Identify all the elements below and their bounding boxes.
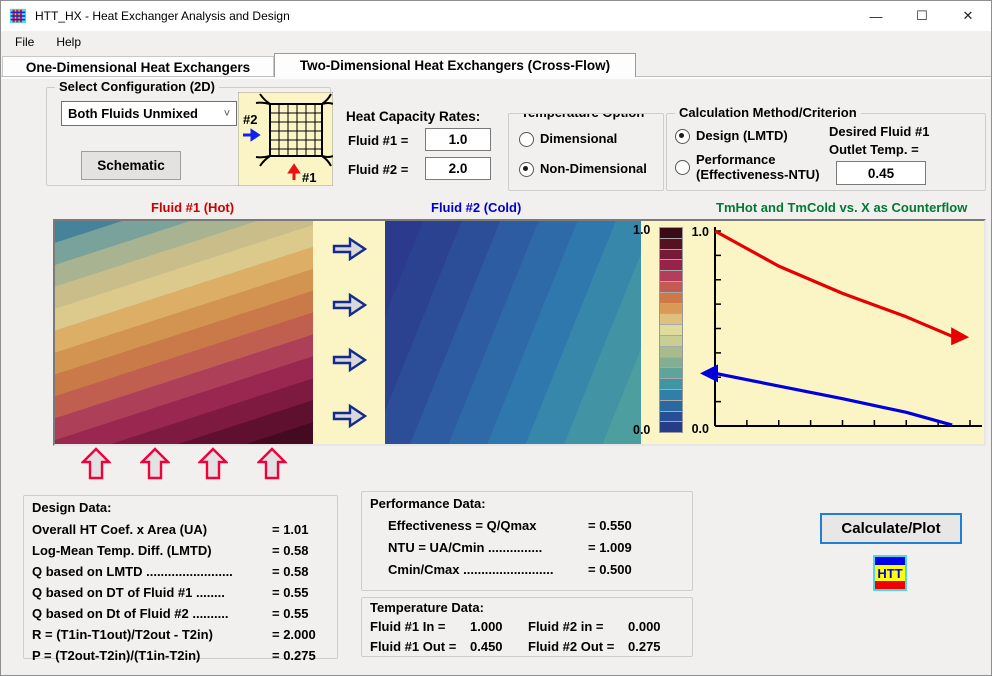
tabstrip: One-Dimensional Heat Exchangers Two-Dime… [1, 53, 991, 77]
maximize-button[interactable]: ☐ [916, 8, 928, 23]
performance-data-row: Effectiveness = Q/Qmax = 0.550 [388, 518, 632, 533]
fluid1-rate-label: Fluid #1 = [348, 133, 409, 148]
app-icon [9, 8, 27, 24]
schematic-grid-vlines [278, 104, 316, 156]
design-data-title: Design Data: [32, 500, 112, 515]
titlebar: HTT_HX - Heat Exchanger Analysis and Des… [1, 1, 991, 31]
radio-design-lmtd-label: Design (LMTD) [696, 128, 788, 143]
close-button[interactable]: ✕ [962, 8, 974, 23]
tab-one-dimensional[interactable]: One-Dimensional Heat Exchangers [2, 56, 274, 77]
htt-logo-text: HTT [875, 565, 905, 581]
design-data-group: Design Data: Overall HT Coef. x Area (UA… [23, 495, 338, 663]
colorbar-gradient [659, 227, 683, 433]
calculation-method-group: Calculation Method/Criterion Design (LMT… [666, 105, 986, 191]
heatmap-fluid1 [55, 221, 313, 444]
fluid1-rate-input[interactable] [425, 128, 491, 151]
minimize-button[interactable]: — [869, 8, 883, 24]
menu-file[interactable]: File [15, 35, 35, 49]
fluid2-rate-label: Fluid #2 = [348, 162, 409, 177]
performance-data-group: Performance Data: Effectiveness = Q/Qmax… [361, 491, 693, 591]
colorbar-min-label: 0.0 [633, 423, 651, 437]
design-data-row: Log-Mean Temp. Diff. (LMTD) = 0.58 [32, 543, 309, 558]
radio-dimensional[interactable]: Dimensional [519, 131, 617, 147]
configuration-dropdown-value: Both Fluids Unmixed [68, 106, 198, 121]
up-arrow-icon [198, 447, 229, 480]
right-arrow-icon [332, 292, 367, 317]
desired-outlet-label-line1: Desired Fluid #1 [829, 124, 930, 139]
window-title: HTT_HX - Heat Exchanger Analysis and Des… [35, 9, 290, 23]
design-data-row: P = (T2out-T2in)/(T1in-T2in) = 0.275 [32, 648, 316, 663]
tm-chart-svg: 1.0 0.0 [692, 225, 982, 436]
calculation-method-title: Calculation Method/Criterion [675, 105, 861, 120]
design-data-row: Q based on LMTD ........................… [32, 564, 309, 579]
temperature-option-group: Temperature Option Dimensional Non-Dimen… [508, 113, 664, 191]
radio-non-dimensional-label: Non-Dimensional [540, 161, 647, 176]
schematic-fluid2-arrow-icon [243, 128, 261, 142]
radio-design-lmtd[interactable]: Design (LMTD) [675, 128, 788, 144]
tab-two-dimensional[interactable]: Two-Dimensional Heat Exchangers (Cross-F… [274, 53, 636, 77]
right-arrow-icon [332, 236, 367, 262]
up-arrow-icon [139, 447, 170, 480]
graphics-panel: 1.0 0.0 1.0 0.0 [53, 219, 986, 446]
colorbar-max-label: 1.0 [633, 223, 651, 237]
up-arrow-icon [256, 447, 287, 480]
temperature-data-group: Temperature Data: Fluid #1 In = 1.000 Fl… [361, 597, 693, 657]
schematic-fluid1-label: #1 [302, 170, 316, 185]
fluid2-inlet-arrows [313, 221, 385, 444]
configuration-dropdown[interactable]: Both Fluids Unmixed ˅ [61, 101, 237, 126]
calculate-plot-button[interactable]: Calculate/Plot [820, 513, 962, 544]
select-configuration-title: Select Configuration (2D) [55, 79, 220, 94]
design-data-row: Overall HT Coef. x Area (UA) = 1.01 [32, 522, 309, 537]
fluid1-inlet-arrows [55, 447, 313, 480]
chart-y-max-label: 1.0 [692, 225, 709, 239]
performance-data-title: Performance Data: [370, 496, 486, 511]
radio-performance-ntu-label: Performance (Effectiveness-NTU) [696, 152, 820, 182]
chart-y-min-label: 0.0 [692, 422, 709, 436]
desired-outlet-label-line2: Outlet Temp. = [829, 142, 919, 157]
htt-logo: HTT [873, 555, 907, 591]
radio-performance-ntu[interactable]: Performance (Effectiveness-NTU) [675, 152, 835, 182]
schematic-grid-hlines [270, 112, 322, 150]
menu-help[interactable]: Help [56, 35, 82, 49]
temperature-data-title: Temperature Data: [370, 600, 484, 615]
design-data-row: Q based on Dt of Fluid #2 .......... = 0.… [32, 606, 309, 621]
temperature-option-title: Temperature Option [517, 114, 649, 120]
performance-data-row: Cmin/Cmax ......................... = 0.5… [388, 562, 632, 577]
schematic-fluid2-label: #2 [243, 112, 257, 127]
right-arrow-icon [332, 348, 367, 373]
fluid1-plot-title: Fluid #1 (Hot) [151, 200, 235, 215]
htt-logo-bottom-stripe [875, 581, 905, 589]
design-data-row: Q based on DT of Fluid #1 ........ = 0.55 [32, 585, 309, 600]
heat-capacity-title: Heat Capacity Rates: [346, 109, 481, 124]
chevron-down-icon: ˅ [223, 107, 231, 120]
crossflow-schematic: #2 #1 [238, 92, 333, 186]
radio-dimensional-label: Dimensional [540, 131, 618, 146]
radio-non-dimensional-circle [519, 162, 534, 177]
select-configuration-group: Select Configuration (2D) [46, 79, 331, 186]
tm-chart: 1.0 0.0 [689, 223, 984, 442]
schematic-fluid1-arrow-icon [287, 163, 301, 180]
fluid2-plot-title: Fluid #2 (Cold) [431, 200, 522, 215]
design-data-row: R = (T1in-T1out)/T2out - T2in) = 2.000 [32, 627, 316, 642]
schematic-button[interactable]: Schematic [81, 151, 181, 180]
up-arrow-icon [81, 447, 111, 480]
radio-dimensional-circle [519, 132, 534, 147]
htt-logo-top-stripe [875, 557, 905, 565]
desired-outlet-temp-input[interactable] [836, 161, 926, 185]
radio-non-dimensional[interactable]: Non-Dimensional [519, 161, 663, 177]
right-arrow-icon [332, 403, 367, 429]
temperature-data-row: Fluid #1 In = 1.000 Fluid #2 in = 0.000 [370, 619, 661, 634]
radio-design-lmtd-circle [675, 129, 690, 144]
heatmap-fluid2 [385, 221, 641, 444]
temperature-data-row: Fluid #1 Out = 0.450 Fluid #2 Out = 0.27… [370, 639, 661, 654]
menubar: File Help [1, 31, 991, 53]
performance-data-row: NTU = UA/Cmin ............... = 1.009 [388, 540, 632, 555]
tm-chart-title: TmHot and TmCold vs. X as Counterflow [716, 200, 968, 215]
radio-performance-ntu-circle [675, 160, 690, 175]
window-controls: — ☐ ✕ [853, 1, 991, 31]
fluid2-rate-input[interactable] [425, 157, 491, 180]
